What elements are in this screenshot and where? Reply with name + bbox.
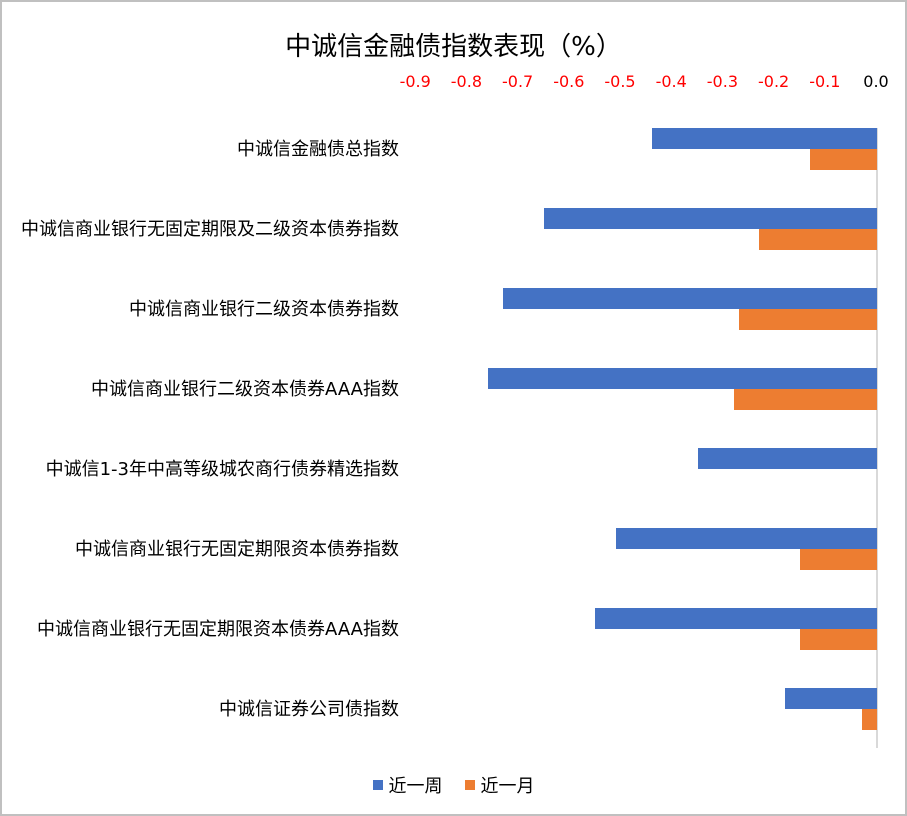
bar-week[interactable] xyxy=(544,208,877,229)
zero-axis-line xyxy=(876,128,878,748)
bar-month[interactable] xyxy=(800,629,877,650)
bar-month[interactable] xyxy=(733,389,877,410)
bar-month[interactable] xyxy=(759,229,877,250)
category-label: 中诚信商业银行无固定期限资本债券AAA指数 xyxy=(37,619,399,640)
category-label: 中诚信商业银行无固定期限资本债券指数 xyxy=(75,539,399,560)
category-label: 中诚信商业银行无固定期限及二级资本债券指数 xyxy=(21,219,399,240)
category-label: 中诚信商业银行二级资本债券指数 xyxy=(129,299,399,320)
x-tick-label: -0.1 xyxy=(809,72,841,91)
legend-item-month[interactable]: 近一月 xyxy=(464,772,535,798)
legend-label-month: 近一月 xyxy=(480,776,535,797)
x-tick-label: -0.9 xyxy=(399,72,431,91)
x-tick-label: 0.0 xyxy=(863,72,889,91)
category-label: 中诚信证券公司债指数 xyxy=(219,699,399,720)
bar-month[interactable] xyxy=(861,709,877,730)
legend: 近一周 近一月 xyxy=(0,772,907,798)
bar-month[interactable] xyxy=(810,149,877,170)
chart-title: 中诚信金融债指数表现（%） xyxy=(285,32,622,62)
category-label: 中诚信1-3年中高等级城农商行债券精选指数 xyxy=(45,459,399,480)
category-label: 中诚信金融债总指数 xyxy=(237,139,399,160)
x-tick-label: -0.4 xyxy=(655,72,687,91)
x-tick-label: -0.3 xyxy=(706,72,738,91)
legend-item-week[interactable]: 近一周 xyxy=(372,772,443,798)
x-tick-label: -0.8 xyxy=(450,72,482,91)
bar-week[interactable] xyxy=(697,448,877,469)
category-label: 中诚信商业银行二级资本债券AAA指数 xyxy=(91,379,399,400)
x-tick-label: -0.7 xyxy=(501,72,534,91)
legend-label-week: 近一周 xyxy=(388,776,443,797)
bar-week[interactable] xyxy=(784,688,877,709)
legend-swatch-month xyxy=(464,780,475,790)
bar-week[interactable] xyxy=(503,288,877,309)
x-tick-label: -0.6 xyxy=(553,72,585,91)
bar-week[interactable] xyxy=(595,608,877,629)
legend-swatch-week xyxy=(372,780,383,790)
bar-month[interactable] xyxy=(800,549,877,570)
bar-week[interactable] xyxy=(487,368,877,389)
x-tick-label: -0.5 xyxy=(604,72,636,91)
bar-week[interactable] xyxy=(651,128,877,149)
bar-month[interactable] xyxy=(738,309,877,330)
x-tick-label: -0.2 xyxy=(757,72,790,91)
bar-week[interactable] xyxy=(615,528,877,549)
